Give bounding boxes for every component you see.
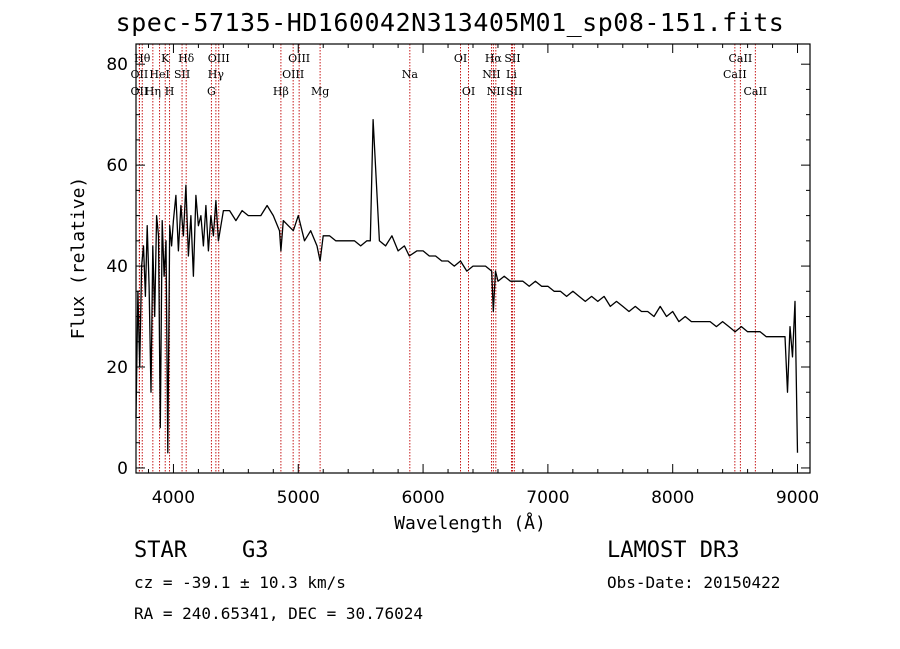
marker-label-21: NII (487, 85, 505, 98)
marker-label-14: OIII (288, 52, 310, 65)
y-tick-label: 60 (106, 156, 128, 176)
marker-label-22: Li (506, 68, 517, 81)
x-axis-ticks: 4000 5000 6000 7000 8000 9000 (147, 44, 819, 508)
marker-label-20: Hα (485, 52, 503, 65)
marker-label-9: G (207, 85, 216, 98)
object-subclass: G3 (242, 538, 269, 563)
x-axis-label: Wavelength (Å) (394, 512, 546, 534)
x-tick-label: 9000 (776, 488, 819, 508)
obs-date-text: Obs-Date: 20150422 (607, 573, 781, 592)
marker-label-0: OII (131, 68, 149, 81)
marker-label-11: OIII (208, 52, 230, 65)
marker-label-13: OIII (282, 68, 304, 81)
plot-frame (135, 43, 811, 474)
y-tick-label: 0 (117, 459, 128, 479)
marker-label-27: CaII (743, 85, 767, 98)
marker-label-16: Na (402, 68, 419, 81)
x-tick-label: 8000 (651, 488, 694, 508)
marker-label-26: CaII (729, 52, 753, 65)
x-tick-label: 5000 (277, 488, 320, 508)
y-tick-label: 40 (106, 257, 128, 277)
marker-label-7: SII (174, 68, 190, 81)
y-axis-label: Flux (relative) (68, 177, 89, 340)
marker-label-23: SII (504, 52, 520, 65)
chart-title: spec-57135-HD160042N313405M01_sp08-151.f… (115, 8, 785, 37)
y-tick-label: 80 (106, 55, 128, 75)
y-tick-label: 20 (106, 358, 128, 378)
marker-label-25: CaII (723, 68, 747, 81)
x-tick-label: 6000 (401, 488, 444, 508)
marker-label-8: Hδ (178, 52, 195, 65)
line-marker-labels: OIIHθOIIHηHeIKHSIIHδGHγOIIIHβOIIIOIIIMgN… (131, 52, 768, 98)
x-tick-label: 7000 (526, 488, 569, 508)
marker-label-15: Mg (311, 85, 329, 98)
marker-label-17: OI (454, 52, 467, 65)
spectrum-line (135, 119, 799, 454)
marker-label-1: Hθ (134, 52, 151, 65)
marker-label-10: Hγ (208, 68, 225, 81)
object-class: STAR (134, 538, 187, 563)
coordinates-text: RA = 240.65341, DEC = 30.76024 (134, 604, 423, 623)
marker-label-3: Hη (145, 85, 161, 98)
marker-label-6: H (165, 85, 175, 98)
x-tick-label: 4000 (152, 488, 195, 508)
y-axis-ticks: 0 20 40 60 80 (106, 55, 810, 479)
marker-label-4: HeI (149, 68, 169, 81)
marker-label-18: OI (462, 85, 475, 98)
line-markers (138, 44, 756, 473)
marker-label-12: Hβ (273, 85, 289, 98)
marker-label-19: NII (482, 68, 500, 81)
marker-label-24: SII (506, 85, 522, 98)
redshift-text: cz = -39.1 ± 10.3 km/s (134, 573, 346, 592)
survey-name: LAMOST DR3 (607, 538, 740, 563)
marker-label-5: K (161, 52, 170, 65)
marker-label-2: OII (131, 85, 149, 98)
